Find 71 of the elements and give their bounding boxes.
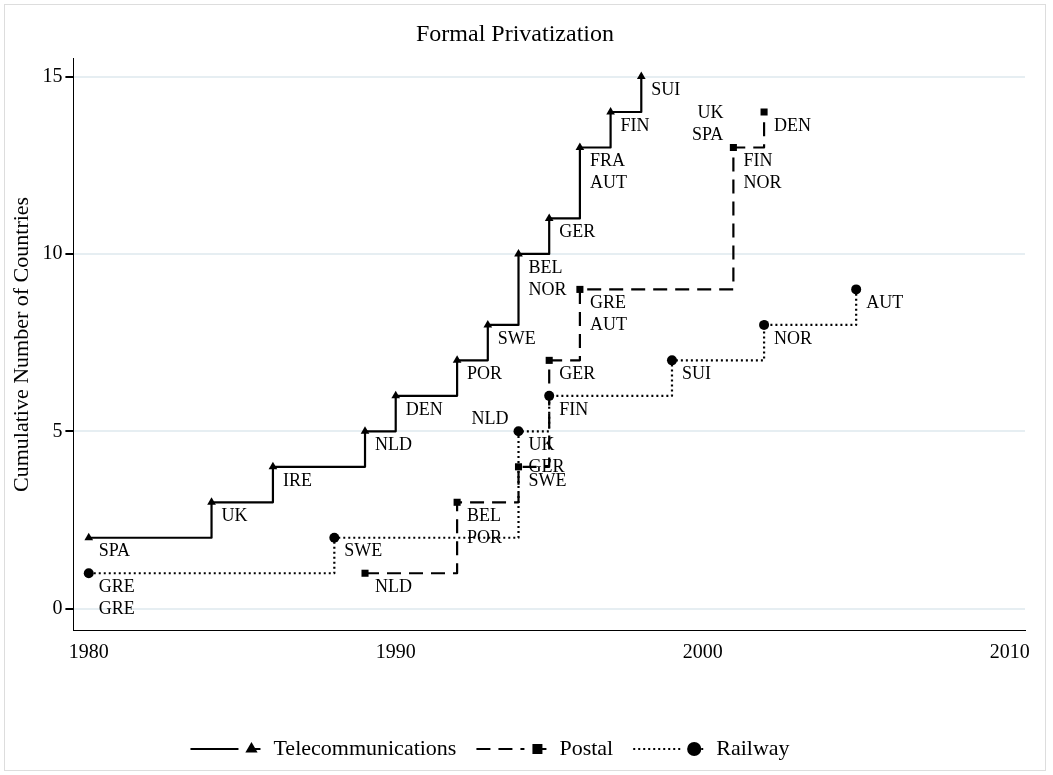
annotation: FIN bbox=[559, 398, 589, 419]
x-tick-label: 1990 bbox=[375, 640, 416, 663]
annotation: GRE bbox=[589, 292, 626, 313]
point bbox=[514, 248, 523, 257]
annotation: NOR bbox=[743, 172, 782, 193]
point bbox=[391, 390, 401, 399]
point bbox=[575, 142, 585, 150]
y-axis-title: Cumulative Number of Countries bbox=[7, 196, 33, 492]
annotation: NOR bbox=[528, 278, 567, 299]
annotation: POR bbox=[467, 527, 503, 548]
annotation: POR bbox=[467, 363, 503, 384]
legend-label: Railway bbox=[716, 734, 790, 760]
point bbox=[729, 143, 737, 152]
x-tick-label: 2000 bbox=[682, 640, 723, 663]
point bbox=[513, 426, 524, 437]
annotation: FIN bbox=[743, 150, 773, 171]
annotation: GER bbox=[559, 363, 596, 384]
point bbox=[760, 108, 768, 116]
point bbox=[360, 426, 370, 434]
x-tick-label: 2010 bbox=[989, 640, 1030, 663]
annotation: SPA bbox=[98, 540, 131, 561]
point bbox=[207, 497, 216, 505]
annotation: AUT bbox=[589, 314, 627, 335]
chart-title: Formal Privatization bbox=[416, 19, 614, 46]
annotation: SUI bbox=[681, 363, 711, 384]
point bbox=[329, 532, 340, 543]
point bbox=[84, 532, 94, 541]
annotation: DEN bbox=[774, 114, 812, 135]
point bbox=[576, 285, 584, 293]
annotation: SPA bbox=[692, 124, 724, 145]
y-tick-label: 15 bbox=[42, 63, 63, 86]
annotation: GER bbox=[559, 221, 596, 242]
legend-label: Postal bbox=[559, 734, 614, 760]
annotation: UK bbox=[697, 102, 724, 123]
annotation: NLD bbox=[375, 575, 413, 596]
y-tick-label: 10 bbox=[42, 241, 63, 264]
annotation: NLD bbox=[471, 408, 509, 429]
point bbox=[606, 107, 615, 115]
point bbox=[851, 284, 862, 295]
annotation: DEN bbox=[405, 398, 443, 419]
point bbox=[453, 498, 461, 506]
annotation: GRE bbox=[98, 575, 135, 596]
annotation: SWE bbox=[497, 327, 536, 348]
point bbox=[361, 569, 369, 577]
x-tick-label: 1980 bbox=[68, 640, 109, 663]
annotation: AUT bbox=[866, 292, 904, 313]
point bbox=[452, 355, 462, 363]
y-tick-label: 5 bbox=[52, 418, 63, 441]
annotation: GRE bbox=[98, 597, 135, 618]
point bbox=[514, 463, 523, 471]
point bbox=[483, 319, 493, 328]
annotation: NLD bbox=[375, 434, 413, 455]
point bbox=[636, 71, 646, 80]
point bbox=[544, 213, 554, 221]
annotation: BEL bbox=[467, 505, 502, 526]
annotation: SWE bbox=[344, 540, 383, 561]
annotation: UK bbox=[221, 505, 248, 526]
annotation: IRE bbox=[282, 469, 312, 490]
point bbox=[545, 356, 553, 364]
legend-label: Telecommunications bbox=[273, 734, 457, 760]
annotation: FRA bbox=[589, 150, 625, 171]
annotation: SUI bbox=[651, 79, 681, 100]
y-tick-label: 0 bbox=[52, 595, 63, 618]
point bbox=[666, 355, 677, 366]
annotation: FIN bbox=[620, 114, 650, 135]
point bbox=[83, 568, 94, 579]
point bbox=[268, 461, 278, 470]
annotation: BEL bbox=[528, 256, 563, 277]
annotation: NOR bbox=[774, 327, 813, 348]
point bbox=[759, 319, 770, 330]
annotation: AUT bbox=[589, 172, 627, 193]
